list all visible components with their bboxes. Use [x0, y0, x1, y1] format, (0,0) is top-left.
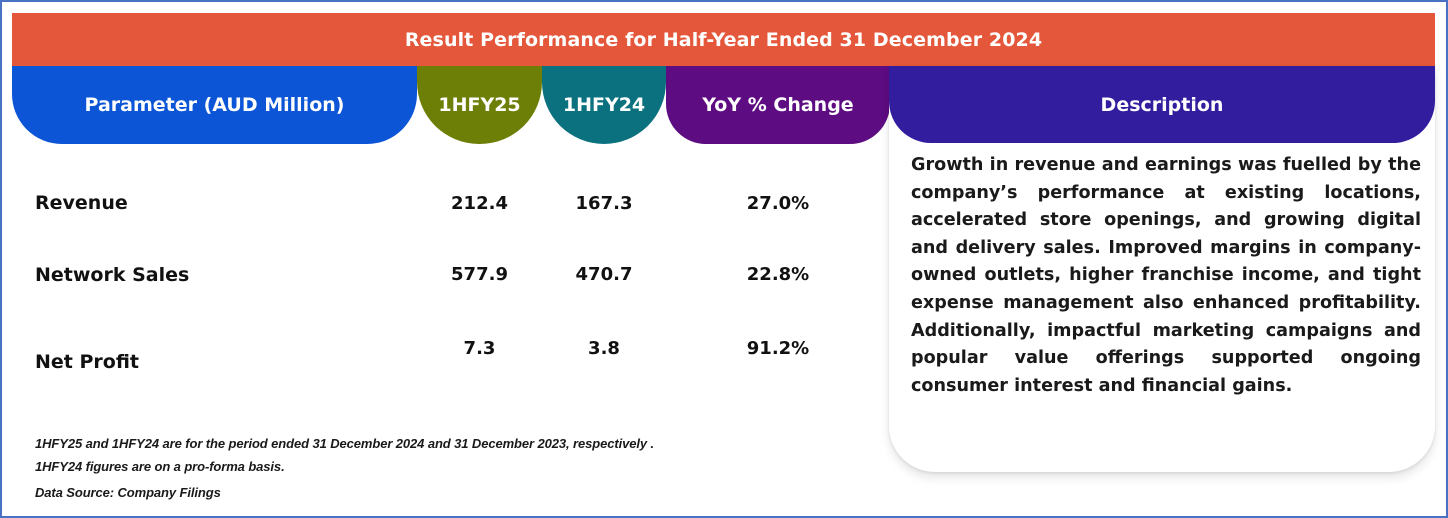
header-1hfy25: 1HFY25 — [417, 66, 542, 144]
footnote-pro-forma: 1HFY24 figures are on a pro-forma basis. — [35, 459, 285, 474]
header-1hfy25-label: 1HFY25 — [438, 94, 521, 116]
cell-net-profit-yoy: 91.2% — [746, 338, 810, 359]
header-description-label: Description — [1100, 93, 1224, 116]
description-text: Growth in revenue and earnings was fuell… — [911, 155, 1421, 396]
header-1hfy24-label: 1HFY24 — [562, 94, 646, 116]
title-banner: Result Performance for Half-Year Ended 3… — [12, 13, 1435, 66]
header-1hfy24: 1HFY24 — [542, 66, 666, 144]
header-parameter-label: Parameter (AUD Million) — [84, 94, 345, 116]
cell-network-sales-1hfy25: 577.9 — [451, 264, 508, 285]
footnote-period: 1HFY25 and 1HFY24 are for the period end… — [35, 436, 655, 451]
row-label-revenue: Revenue — [35, 192, 128, 214]
header-yoy-label: YoY % Change — [702, 94, 854, 116]
row-label-net-profit: Net Profit — [35, 351, 139, 373]
cell-net-profit-1hfy24: 3.8 — [588, 338, 620, 359]
data-source: Data Source: Company Filings — [35, 485, 221, 500]
cell-network-sales-1hfy24: 470.7 — [575, 264, 633, 285]
description-card: Description Growth in revenue and earnin… — [889, 66, 1435, 472]
header-parameter: Parameter (AUD Million) — [12, 66, 417, 144]
header-description: Description — [889, 66, 1435, 143]
row-label-network-sales: Network Sales — [35, 264, 190, 286]
cell-network-sales-yoy: 22.8% — [746, 264, 810, 285]
page-title: Result Performance for Half-Year Ended 3… — [404, 28, 1043, 51]
header-yoy-change: YoY % Change — [666, 66, 890, 144]
cell-net-profit-1hfy25: 7.3 — [463, 338, 496, 359]
cell-revenue-1hfy24: 167.3 — [575, 193, 633, 214]
cell-revenue-1hfy25: 212.4 — [451, 193, 508, 214]
cell-revenue-yoy: 27.0% — [746, 193, 810, 214]
